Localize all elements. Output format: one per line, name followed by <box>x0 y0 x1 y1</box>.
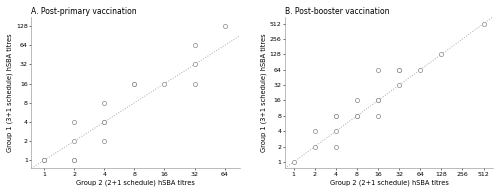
Text: B. Post-booster vaccination: B. Post-booster vaccination <box>285 7 390 16</box>
Text: A. Post-primary vaccination: A. Post-primary vaccination <box>32 7 137 16</box>
X-axis label: Group 2 (2+1 schedule) hSBA titres: Group 2 (2+1 schedule) hSBA titres <box>76 179 195 186</box>
Y-axis label: Group 1 (3+1 schedule) hSBA titres: Group 1 (3+1 schedule) hSBA titres <box>260 33 267 152</box>
X-axis label: Group 2 (2+1 schedule) hSBA titres: Group 2 (2+1 schedule) hSBA titres <box>330 179 448 186</box>
Y-axis label: Group 1 (3+1 schedule) hSBA titres: Group 1 (3+1 schedule) hSBA titres <box>7 33 14 152</box>
